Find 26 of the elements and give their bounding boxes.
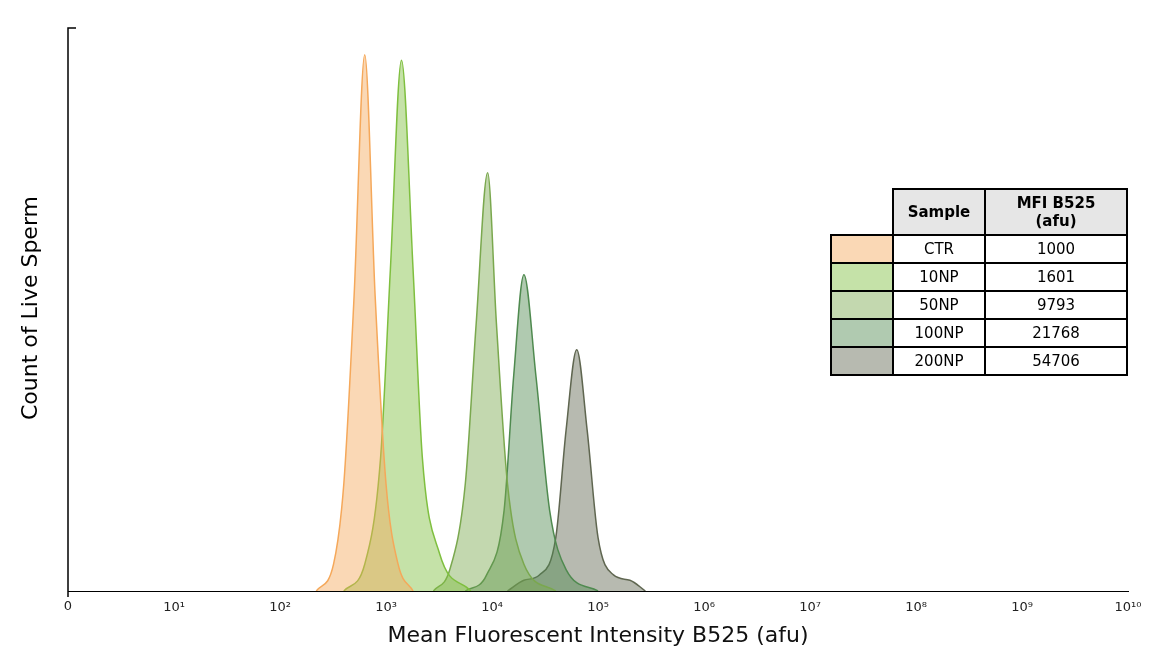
x-tick-label: 10³ — [375, 599, 397, 615]
annotation: 54706 — [985, 347, 1127, 375]
x-tick-label: 10⁹ — [1011, 599, 1033, 615]
legend-title: Sample — [893, 189, 985, 235]
annotation: 9793 — [985, 291, 1127, 319]
legend-label: 100NP — [893, 319, 985, 347]
y-axis-title: Count of Live Sperm — [16, 196, 42, 420]
legend-label: 10NP — [893, 263, 985, 291]
x-tick-label: 10⁵ — [587, 599, 609, 615]
x-tick-label: 10² — [269, 599, 291, 615]
annotation: 21768 — [985, 319, 1127, 347]
annotation: 1601 — [985, 263, 1127, 291]
x-tick-label: 0 — [63, 597, 73, 613]
table-header-row: Sample MFI B525 (afu) — [831, 189, 1127, 235]
legend-label: 50NP — [893, 291, 985, 319]
x-tick-label: 10⁴ — [481, 599, 503, 615]
x-tick-label: 10⁷ — [799, 599, 821, 615]
x-axis-title: Mean Fluorescent Intensity B525 (afu) — [387, 621, 809, 647]
x-tick-label: 10¹⁰ — [1114, 599, 1142, 615]
x-tick-label: 10¹ — [163, 599, 185, 615]
x-tick-label: 10⁸ — [905, 599, 927, 615]
legend-label: 200NP — [893, 347, 985, 375]
annotation: 1000 — [985, 235, 1127, 263]
annotation: MFI B525 (afu) — [985, 189, 1127, 235]
legend-label: CTR — [893, 235, 985, 263]
x-tick-label: 10⁶ — [693, 599, 715, 615]
